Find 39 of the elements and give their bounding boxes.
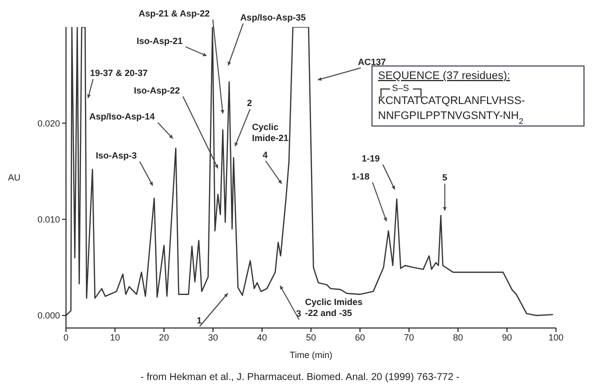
- annotation: 5: [442, 172, 448, 183]
- text: - from Hekman et al., J. Pharmaceut. Biomed. Anal. 20 (1999) 763-772 -: [140, 372, 460, 383]
- annotation: 2: [247, 98, 252, 108]
- x-tick-label: 40: [256, 332, 268, 342]
- annotation: Asp/Iso-Asp-14: [89, 112, 155, 122]
- y-axis-title: AU: [8, 172, 21, 183]
- annotation: 4: [262, 150, 268, 160]
- x-tick-label: 60: [354, 332, 366, 342]
- annotation: S–S: [392, 83, 410, 93]
- x-tick-label: 10: [110, 332, 120, 342]
- x-tick-label: 80: [452, 332, 464, 342]
- annotation: AC137: [358, 56, 386, 67]
- annotation: Iso-Asp-21: [136, 36, 183, 46]
- x-axis-title: Time (min): [290, 350, 332, 360]
- x-tick-label: 70: [404, 332, 414, 342]
- annotation: 1-19: [362, 154, 380, 164]
- y-tick-label: 0.010: [37, 214, 60, 225]
- annotation: 3: [296, 308, 302, 319]
- x-tick-label: 100: [548, 332, 564, 342]
- annotation: Iso-Asp-22: [134, 85, 180, 96]
- annotation: KCNTATCATQRLANFLVHSS-: [378, 95, 526, 107]
- x-tick-label: 50: [306, 332, 316, 342]
- x-tick-label: 90: [502, 332, 512, 342]
- x-tick-label: 30: [208, 332, 218, 342]
- x-tick-label: 20: [158, 332, 170, 342]
- annotation: 19-37 & 20-37: [90, 68, 148, 78]
- annotation: Cyclic Imide-21: [252, 122, 289, 143]
- annotation: Asp/Iso-Asp-35: [240, 12, 306, 22]
- annotation: SEQUENCE (37 residues):: [378, 70, 510, 82]
- y-tick-label: 0.020: [37, 118, 60, 128]
- annotation: Cyclic Imides -22 and -35: [305, 297, 363, 318]
- annotation: 1: [196, 315, 202, 326]
- y-tick-label: 0.000: [37, 310, 60, 321]
- annotation: NNFGPILPPTNVGSNTY-NH$_{2}$: [378, 110, 524, 126]
- annotation: Asp-21 & Asp-22: [138, 8, 210, 19]
- x-tick-label: 0: [63, 332, 69, 342]
- annotation: Iso-Asp-3: [96, 150, 137, 161]
- line-series: [66, 27, 554, 316]
- annotation: 1-18: [351, 171, 370, 182]
